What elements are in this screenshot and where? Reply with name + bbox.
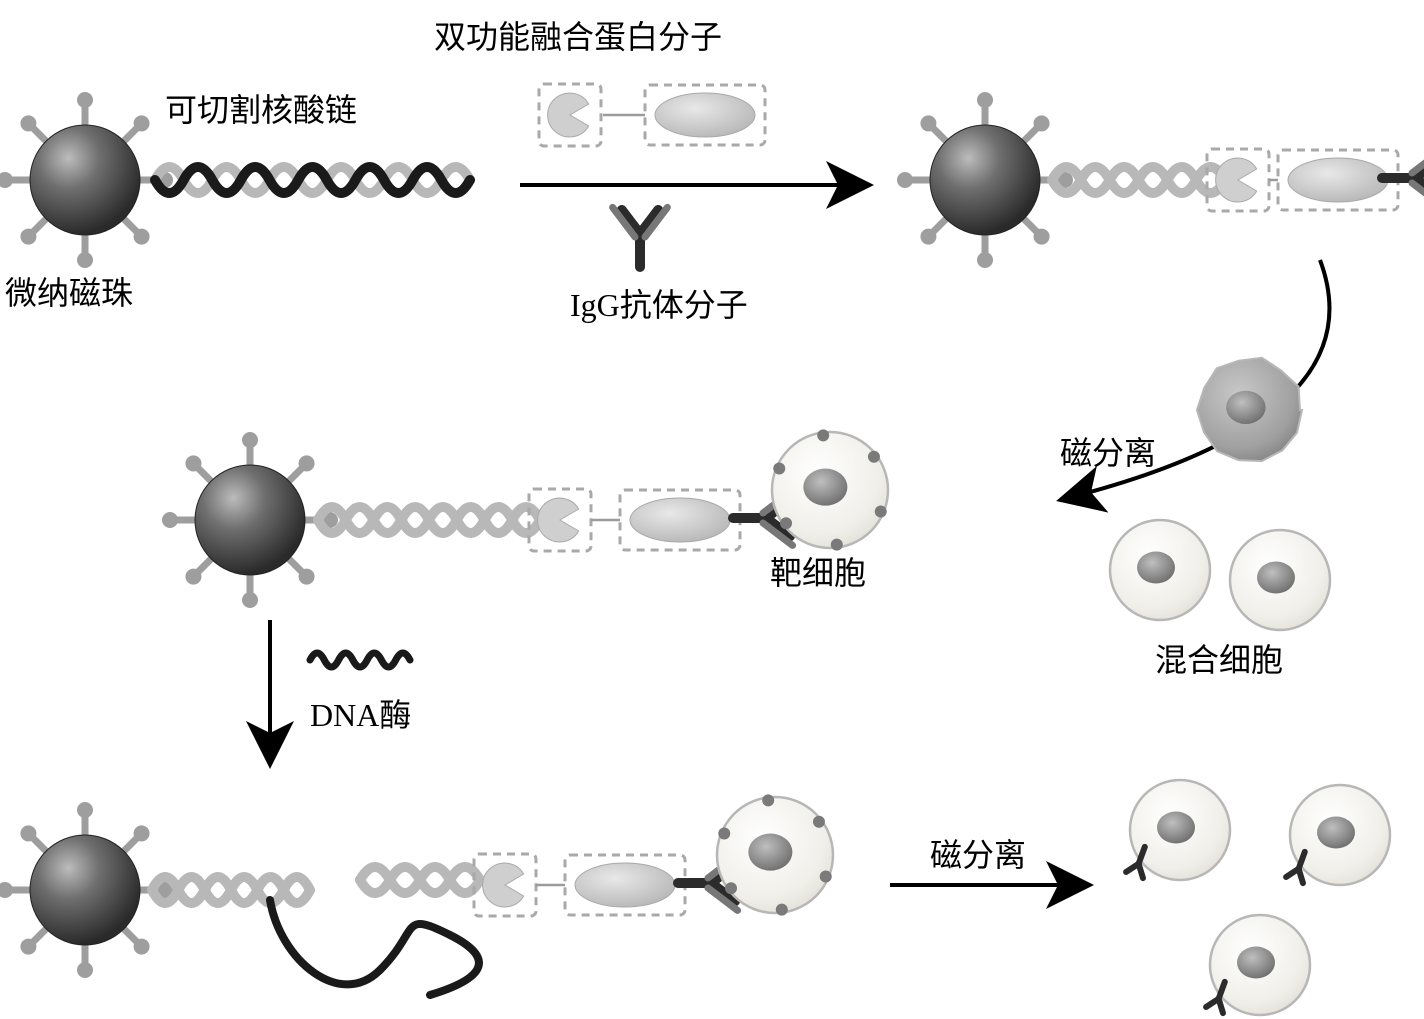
target-cell-2 — [717, 794, 833, 915]
fusion-box-3 — [529, 489, 591, 551]
bead-1 — [0, 92, 173, 268]
bead-2 — [897, 92, 1073, 268]
mixed-cell-dark — [1197, 358, 1302, 461]
label-fusion-protein: 双功能融合蛋白分子 — [434, 12, 722, 58]
label-cleavable-chain: 可切割核酸链 — [165, 85, 357, 131]
dna-chain-2 — [1052, 167, 1225, 193]
dna-chain-4a — [152, 877, 310, 903]
fusion-box-2 — [1207, 149, 1269, 211]
released-cell-1 — [1290, 785, 1390, 885]
released-cell-2 — [1210, 915, 1310, 1015]
mixed-cell-1 — [1110, 520, 1210, 620]
igg-antibody-legend — [613, 207, 668, 267]
fusion-box-4 — [474, 854, 536, 916]
fusion-oval-4 — [565, 855, 685, 915]
label-target-cell: 靶细胞 — [770, 548, 866, 594]
label-mag-sep-1: 磁分离 — [1060, 428, 1156, 474]
label-mag-sep-2: 磁分离 — [930, 830, 1026, 876]
dna-chain-4b — [360, 867, 480, 893]
fusion-oval-legend — [645, 85, 765, 145]
label-dnase: DNA酶 — [310, 690, 411, 736]
fusion-box-legend — [539, 84, 601, 146]
dna-chain-3 — [318, 507, 540, 533]
cleaved-loose-strand — [270, 900, 479, 995]
antibody-2 — [1382, 151, 1424, 206]
label-igg: IgG抗体分子 — [570, 280, 748, 326]
dnase-wave-icon — [310, 653, 410, 667]
target-cell — [772, 429, 888, 550]
mixed-cell-2 — [1230, 530, 1330, 630]
released-cell-0 — [1130, 780, 1230, 880]
label-mag-bead: 微纳磁珠 — [5, 268, 133, 314]
dna-chain-1 — [155, 167, 470, 193]
fusion-oval-3 — [620, 490, 740, 550]
diagram-stage — [0, 0, 1424, 1019]
bead-3 — [162, 432, 338, 608]
label-mixed-cells: 混合细胞 — [1155, 635, 1283, 681]
